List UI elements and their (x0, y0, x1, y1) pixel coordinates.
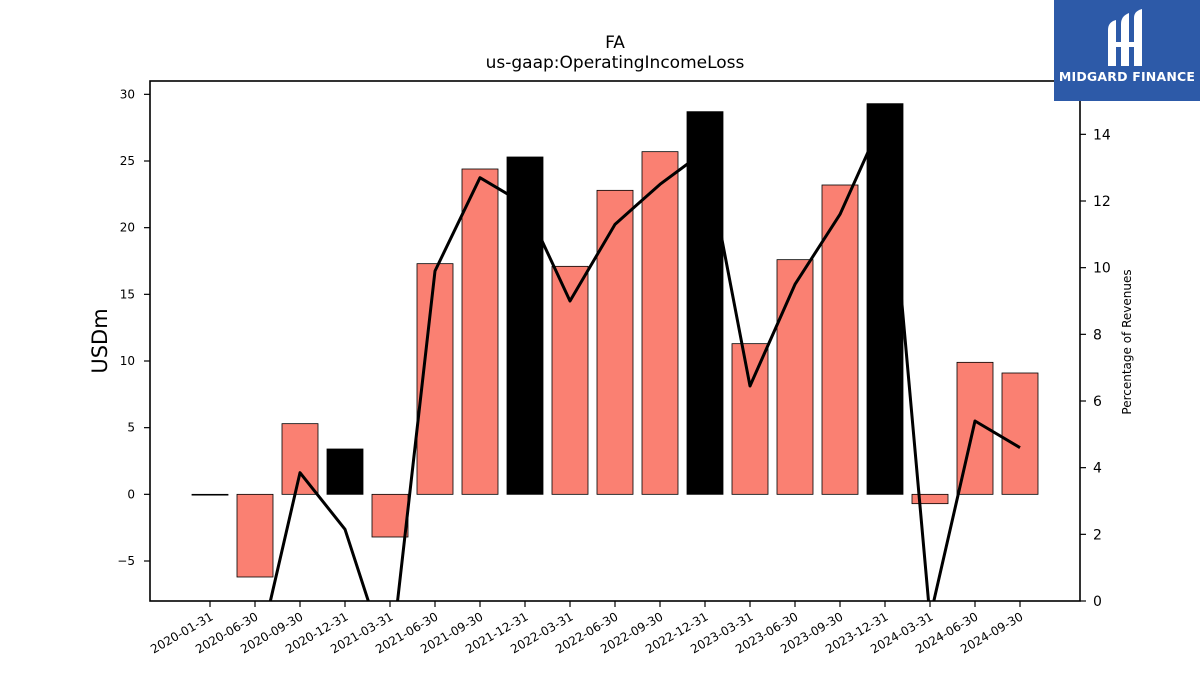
bar (731, 343, 769, 495)
bar (1001, 372, 1039, 495)
bar (821, 184, 859, 495)
midgard-logo-mark-icon (1108, 9, 1142, 66)
revenue-percentage-line (268, 112, 1021, 601)
y2-tick-label: 12 (1093, 194, 1111, 210)
y-tick-label: 15 (120, 287, 135, 301)
bar (551, 265, 589, 495)
bar (686, 111, 724, 495)
y-tick-label: 0 (127, 487, 135, 501)
y2-tick-label: 6 (1093, 394, 1102, 410)
midgard-finance-logo: MIDGARD FINANCE (1054, 0, 1200, 101)
y2-tick-label: 4 (1093, 461, 1102, 477)
bar (371, 493, 409, 538)
bar (236, 493, 274, 578)
bar (866, 103, 904, 495)
logo-text: MIDGARD FINANCE (1058, 69, 1196, 84)
bar (326, 448, 364, 495)
bar (596, 189, 634, 495)
y2-axis-label: Percentage of Revenues (1120, 269, 1134, 414)
bar (461, 168, 499, 495)
y2-tick-label: 14 (1093, 127, 1111, 143)
y-tick-label: 20 (120, 221, 135, 235)
bar (506, 156, 544, 495)
bar (191, 493, 229, 496)
bar (911, 493, 949, 505)
bar (281, 423, 319, 495)
y-tick-label: 30 (120, 87, 135, 101)
y-tick-label: −5 (117, 554, 135, 568)
y2-tick-label: 2 (1093, 527, 1102, 543)
y-axis-label: USDm (88, 308, 112, 373)
y-tick-label: 10 (120, 354, 135, 368)
y2-tick-label: 8 (1093, 327, 1102, 343)
chart-title: FA (605, 33, 625, 53)
y-tick-label: 5 (127, 421, 135, 435)
bar (641, 151, 679, 495)
bar (776, 259, 814, 495)
y-tick-label: 25 (120, 154, 135, 168)
y2-tick-label: 0 (1093, 594, 1102, 610)
y2-tick-label: 10 (1093, 261, 1111, 277)
chart-subtitle: us-gaap:OperatingIncomeLoss (486, 53, 745, 73)
